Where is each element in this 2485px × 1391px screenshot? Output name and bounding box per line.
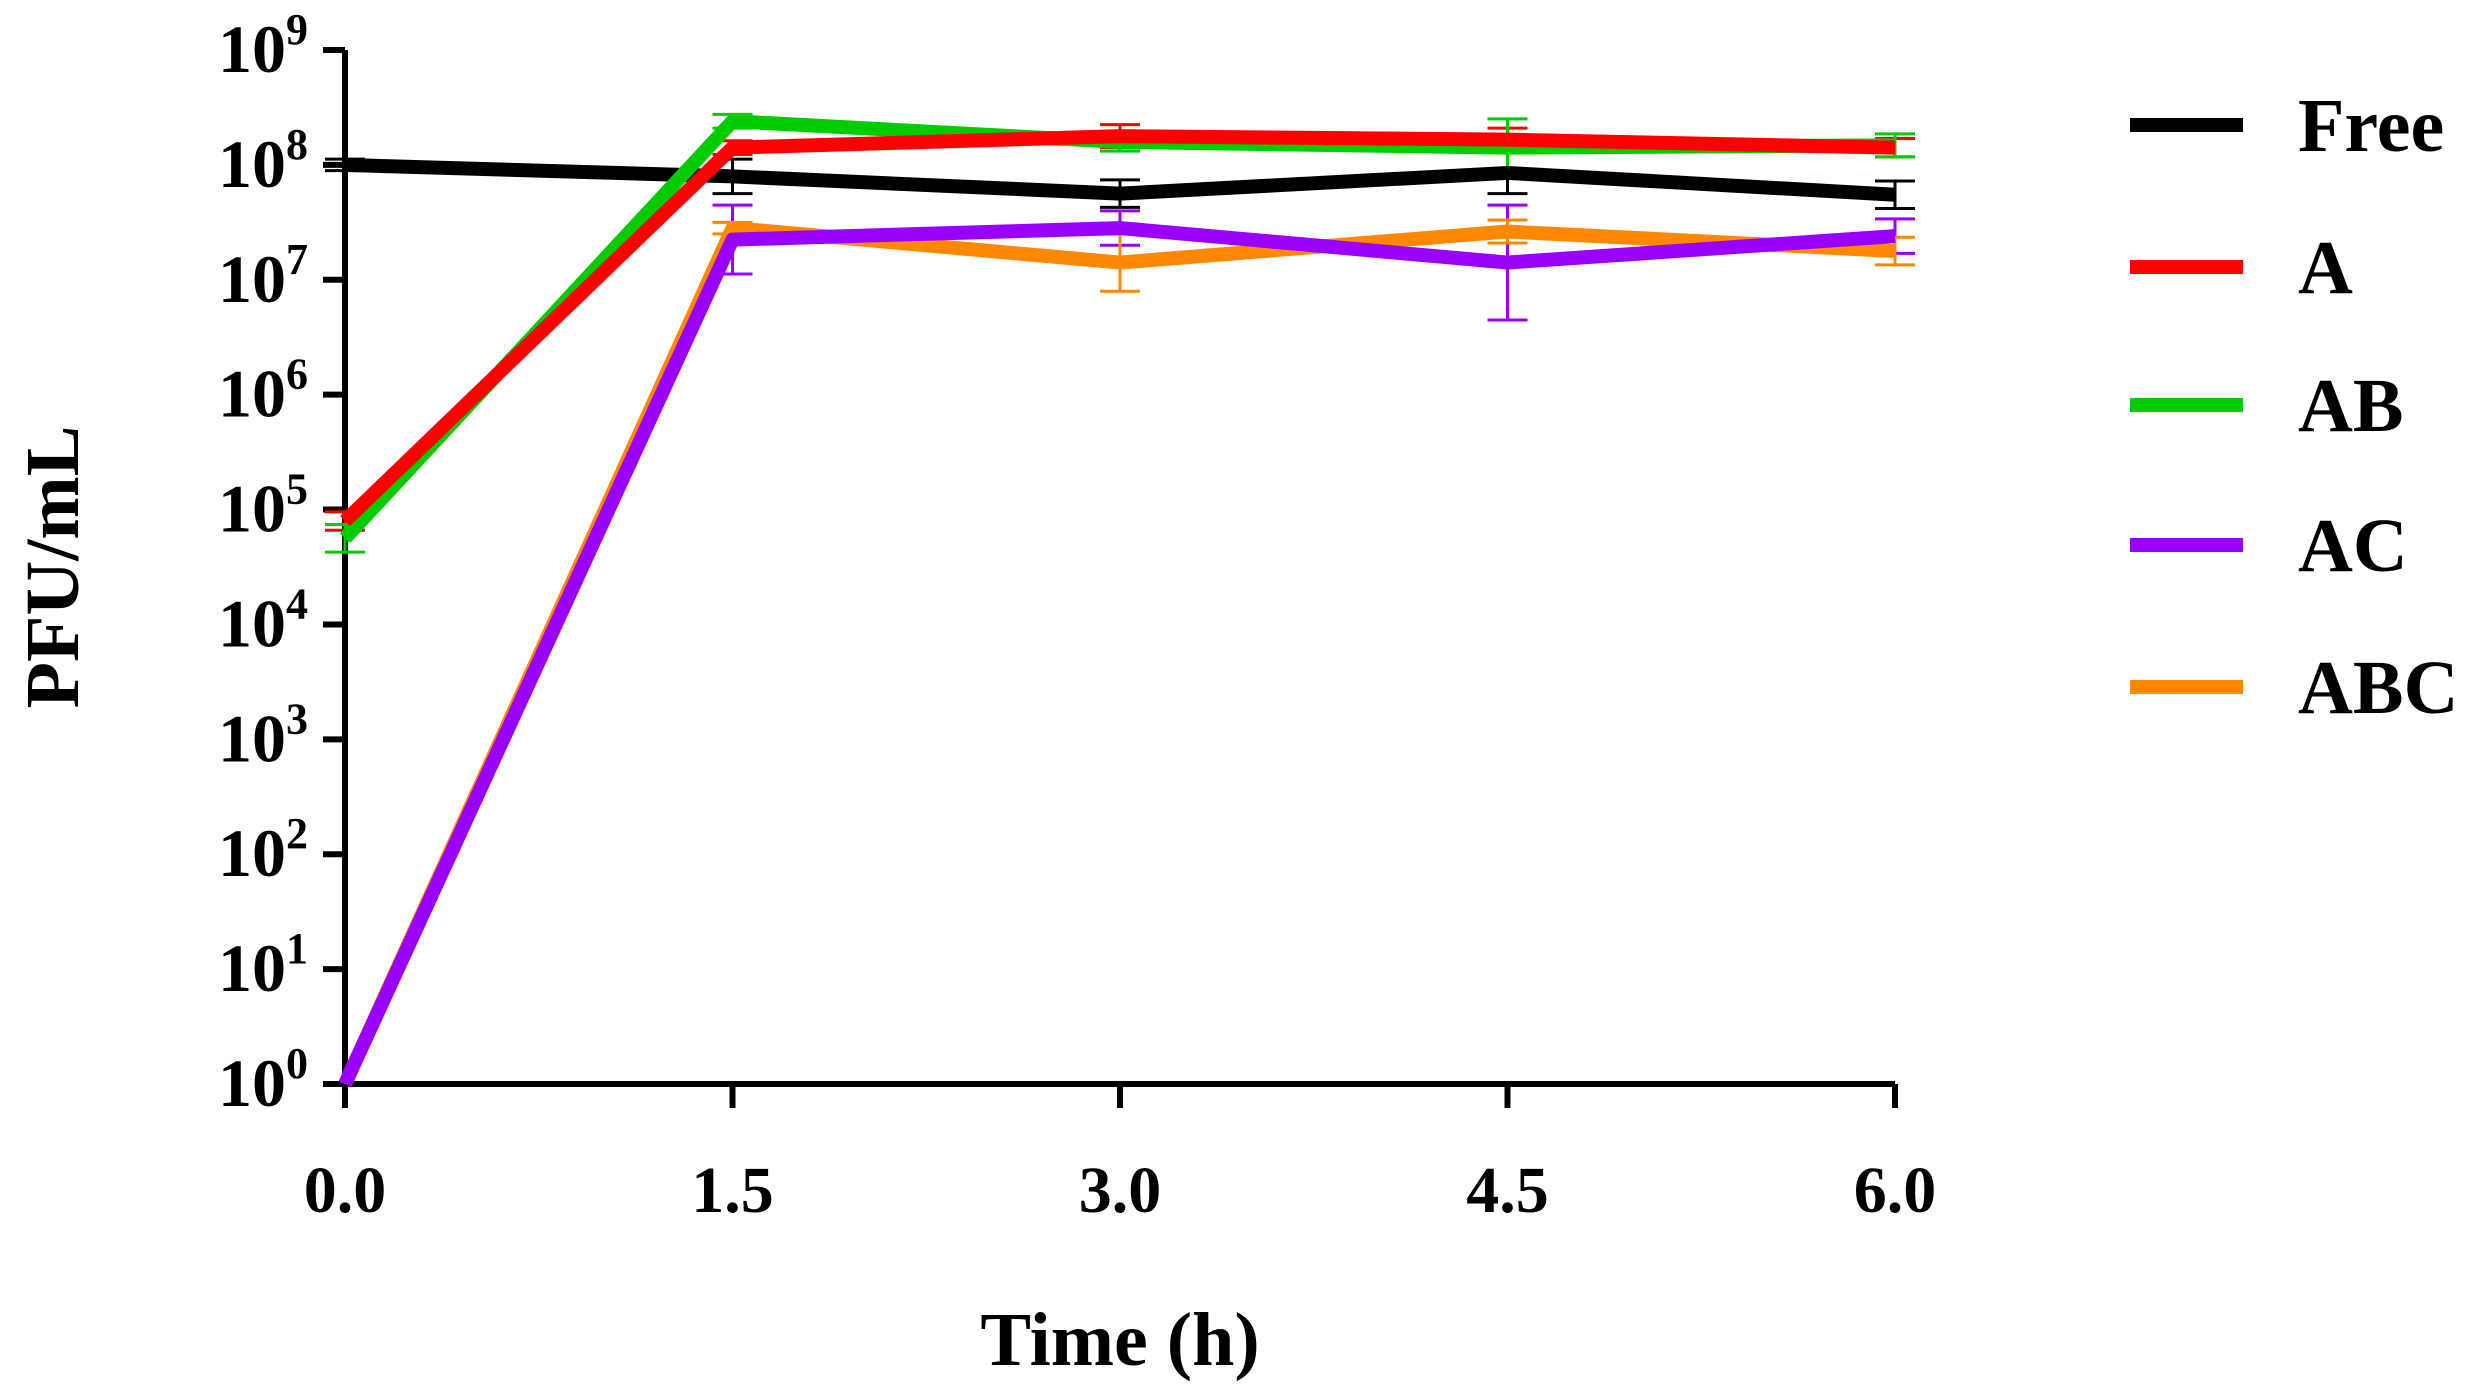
y-tick-label: 106 xyxy=(218,350,308,432)
legend-label: Free xyxy=(2298,84,2444,168)
y-tick-label: 105 xyxy=(218,465,308,547)
legend-item-ab: AB xyxy=(2130,364,2404,448)
y-tick-label: 109 xyxy=(218,5,308,87)
series-lines xyxy=(338,114,1896,1087)
x-tick-label: 3.0 xyxy=(1079,1154,1162,1227)
series-line-abc xyxy=(338,221,1896,1087)
series-line-a xyxy=(340,129,1896,527)
x-tick-label: 1.5 xyxy=(691,1154,774,1227)
legend-item-free: Free xyxy=(2130,84,2444,168)
y-tick-label: 107 xyxy=(218,235,308,317)
x-tick-label: 6.0 xyxy=(1854,1154,1937,1227)
legend-item-ac: AC xyxy=(2130,504,2408,588)
y-tick-label: 100 xyxy=(218,1039,308,1121)
y-ticks: 100 101 102 103 104 105 106 107 108 109 xyxy=(218,5,345,1121)
x-tick-label: 4.5 xyxy=(1466,1154,1549,1227)
y-tick-label: 108 xyxy=(218,120,308,202)
x-ticks: 0.0 1.5 3.0 4.5 6.0 xyxy=(304,1084,1937,1227)
series-line-free xyxy=(344,157,1896,202)
legend-label: AB xyxy=(2298,364,2404,448)
legend-item-a: A xyxy=(2130,226,2353,310)
legend-item-abc: ABC xyxy=(2130,646,2458,730)
y-tick-label: 101 xyxy=(218,924,308,1006)
legend-label: A xyxy=(2298,226,2353,310)
series-line-ac xyxy=(338,221,1896,1087)
x-tick-label: 0.0 xyxy=(304,1154,387,1227)
y-tick-label: 103 xyxy=(218,694,308,776)
x-axis-title: Time (h) xyxy=(980,1298,1259,1382)
y-tick-label: 104 xyxy=(218,579,308,661)
y-axis-title: PFU/mL xyxy=(11,426,95,709)
y-tick-label: 102 xyxy=(218,809,308,891)
legend-label: AC xyxy=(2298,504,2408,588)
legend: Free A AB AC ABC xyxy=(2130,84,2458,730)
legend-label: ABC xyxy=(2298,646,2458,730)
